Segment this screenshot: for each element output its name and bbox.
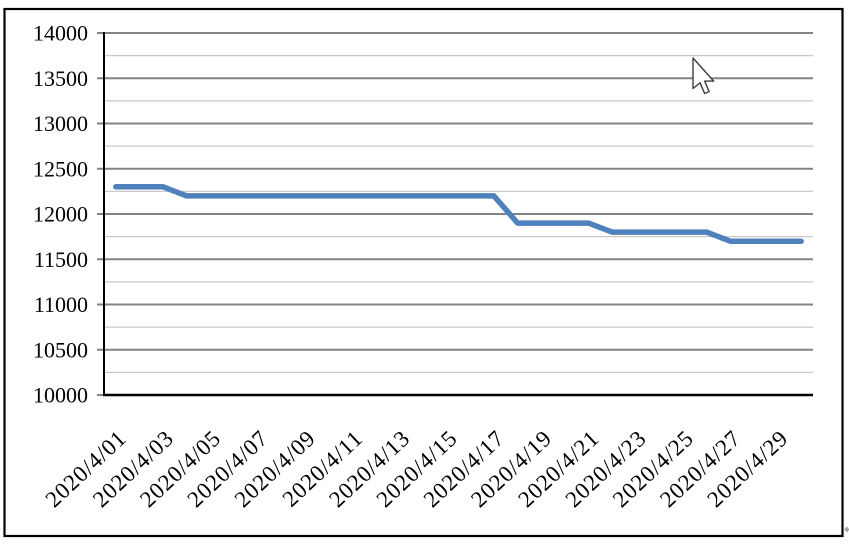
y-axis-label: 12500 <box>33 156 88 181</box>
chart-border <box>3 7 844 538</box>
y-axis-label: 12000 <box>33 202 88 227</box>
mouse-cursor-icon <box>692 57 715 95</box>
data-series-line <box>113 184 804 244</box>
y-axis-label: 13000 <box>33 111 88 136</box>
y-axis-label: 11500 <box>34 247 88 272</box>
y-axis-label: 10500 <box>33 337 88 362</box>
y-axis-label: 13500 <box>33 66 88 91</box>
y-axis-label: 10000 <box>33 383 88 408</box>
y-axis-label: 14000 <box>33 21 88 46</box>
y-axis-label: 11000 <box>34 292 88 317</box>
artifact-mark <box>846 527 848 532</box>
